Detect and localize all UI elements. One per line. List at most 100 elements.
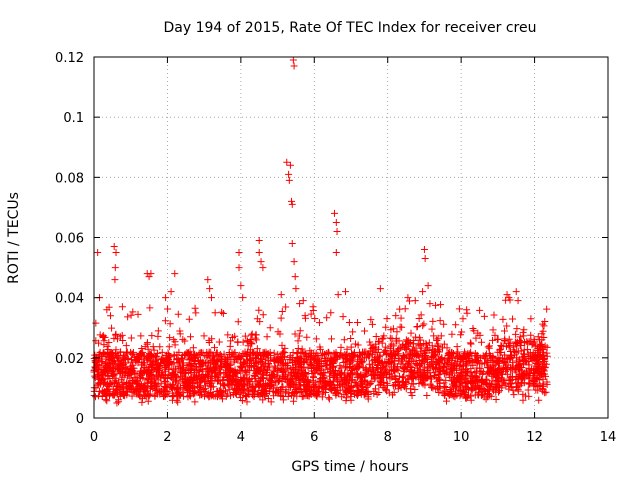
data-point bbox=[204, 371, 212, 379]
data-point bbox=[240, 380, 248, 388]
data-point bbox=[478, 377, 486, 385]
data-point bbox=[357, 372, 365, 380]
data-point bbox=[430, 332, 438, 340]
data-point bbox=[96, 352, 104, 360]
data-point bbox=[231, 368, 239, 376]
data-point bbox=[435, 383, 443, 391]
data-point bbox=[481, 378, 489, 386]
data-point bbox=[376, 285, 384, 293]
data-point bbox=[234, 318, 242, 326]
data-point bbox=[478, 360, 486, 368]
data-point bbox=[335, 378, 343, 386]
data-point bbox=[182, 366, 190, 374]
data-point bbox=[148, 332, 156, 340]
data-point bbox=[120, 389, 128, 397]
data-point bbox=[407, 389, 415, 397]
data-point bbox=[281, 344, 289, 352]
data-point bbox=[437, 301, 445, 309]
data-point bbox=[311, 314, 319, 322]
data-point bbox=[336, 362, 344, 370]
data-point bbox=[227, 392, 235, 400]
data-point bbox=[95, 339, 103, 347]
data-point bbox=[222, 392, 230, 400]
data-point bbox=[296, 300, 304, 308]
data-point bbox=[442, 383, 450, 391]
data-point bbox=[231, 332, 239, 340]
data-point bbox=[475, 389, 483, 397]
data-point bbox=[267, 398, 275, 406]
data-point bbox=[251, 354, 259, 362]
data-point bbox=[128, 378, 136, 386]
data-point bbox=[167, 288, 175, 296]
data-point bbox=[398, 355, 406, 363]
data-point bbox=[433, 337, 441, 345]
data-point bbox=[502, 368, 510, 376]
data-point bbox=[404, 294, 412, 302]
data-point bbox=[484, 358, 492, 366]
data-point bbox=[259, 311, 267, 319]
data-point bbox=[354, 363, 362, 371]
data-point bbox=[541, 318, 549, 326]
data-point bbox=[296, 388, 304, 396]
data-point bbox=[498, 381, 506, 389]
data-point bbox=[476, 306, 484, 314]
data-point bbox=[250, 349, 258, 357]
data-point bbox=[332, 391, 340, 399]
data-point bbox=[416, 334, 424, 342]
data-point bbox=[408, 366, 416, 374]
data-point bbox=[303, 378, 311, 386]
data-point bbox=[533, 375, 541, 383]
data-point bbox=[313, 362, 321, 370]
data-point bbox=[270, 356, 278, 364]
data-point bbox=[186, 388, 194, 396]
data-point bbox=[258, 356, 266, 364]
data-point bbox=[426, 300, 434, 308]
data-point bbox=[533, 355, 541, 363]
data-point bbox=[122, 384, 130, 392]
data-point bbox=[509, 359, 517, 367]
data-point bbox=[218, 308, 226, 316]
data-point bbox=[456, 376, 464, 384]
data-point bbox=[398, 323, 406, 331]
data-point bbox=[509, 386, 517, 394]
data-point bbox=[209, 391, 217, 399]
data-point bbox=[501, 351, 509, 359]
data-point bbox=[517, 342, 525, 350]
data-point bbox=[538, 362, 546, 370]
data-point bbox=[420, 352, 428, 360]
data-point bbox=[457, 382, 465, 390]
x-tick-label: 12 bbox=[526, 430, 543, 445]
data-point bbox=[491, 331, 499, 339]
data-point bbox=[153, 367, 161, 375]
data-point bbox=[329, 363, 337, 371]
data-point bbox=[489, 326, 497, 334]
data-point bbox=[345, 319, 353, 327]
data-point bbox=[428, 382, 436, 390]
data-point bbox=[155, 362, 163, 370]
data-point bbox=[340, 336, 348, 344]
data-point bbox=[236, 367, 244, 375]
data-point bbox=[111, 276, 119, 284]
data-point bbox=[214, 376, 222, 384]
data-point bbox=[520, 332, 528, 340]
data-point bbox=[505, 376, 513, 384]
data-point bbox=[239, 294, 247, 302]
data-point bbox=[303, 333, 311, 341]
data-point bbox=[220, 382, 228, 390]
data-point bbox=[282, 389, 290, 397]
data-point bbox=[326, 380, 334, 388]
data-point bbox=[399, 340, 407, 348]
data-point bbox=[437, 366, 445, 374]
data-point bbox=[324, 366, 332, 374]
data-point bbox=[200, 332, 208, 340]
data-point bbox=[538, 385, 546, 393]
data-point bbox=[145, 392, 153, 400]
data-point bbox=[317, 376, 325, 384]
data-point bbox=[108, 367, 116, 375]
data-point bbox=[290, 258, 298, 266]
data-point bbox=[292, 285, 300, 293]
data-point bbox=[452, 321, 460, 329]
data-point bbox=[390, 366, 398, 374]
data-point bbox=[294, 350, 302, 358]
y-tick-label: 0.08 bbox=[55, 171, 84, 186]
